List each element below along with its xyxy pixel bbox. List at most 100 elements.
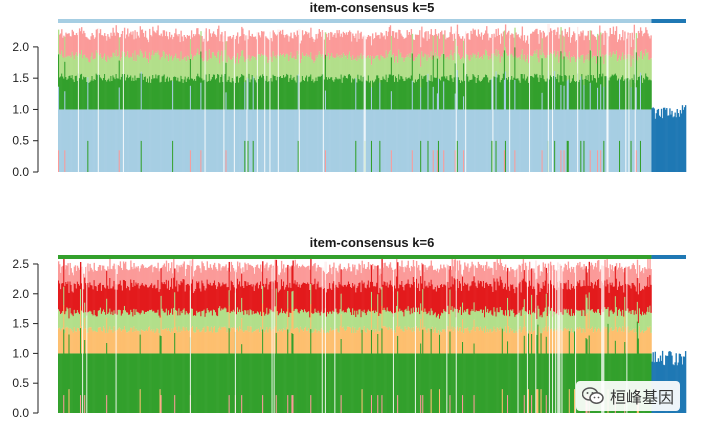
bar-segment [96,332,99,354]
bar-segment [313,331,315,354]
bar-segment [601,109,603,172]
bar-segment [139,389,141,413]
bar-segment [207,353,210,413]
item-bar [317,264,319,413]
bar-segment [159,268,161,290]
bar-segment [363,353,365,413]
item-bar [71,272,73,413]
bar-segment [355,140,357,172]
bar-segment [81,310,83,327]
bar-segment [590,50,593,76]
bar-segment [277,292,280,316]
item-bar [588,40,591,172]
bar-segment [126,288,128,313]
bar-segment [502,31,505,53]
bar-segment [163,312,166,329]
bar-segment [390,267,393,285]
bar-segment [570,37,573,57]
bar-segment [316,332,318,354]
bar-segment [383,281,385,308]
bar-segment [206,353,208,413]
bar-segment [491,53,493,79]
bar-segment [252,311,255,332]
bar-segment [211,332,214,354]
bar-segment [472,73,474,110]
bar-segment [248,264,250,285]
bar-segment [633,49,636,75]
bar-segment [168,289,171,315]
bar-segment [387,267,390,288]
bar-segment [325,332,328,354]
bar-segment [261,316,263,332]
item-bar [269,265,271,413]
bar-segment [246,353,248,413]
bar-segment [385,74,387,110]
bar-segment [182,41,184,60]
bar-segment [93,310,95,331]
bar-segment [460,80,463,110]
item-bar [119,37,122,172]
item-bar [233,271,236,413]
bar-segment [58,280,60,310]
bar-segment [404,326,406,354]
bar-segment [190,353,193,413]
bar-segment [284,77,286,110]
bar-segment [320,109,323,172]
bar-segment [402,267,404,287]
bar-segment [340,109,342,172]
bar-segment [405,308,407,329]
bar-segment [412,82,415,110]
bar-segment [71,51,73,76]
bar-segment [218,308,220,329]
bar-segment [347,353,350,413]
bar-segment [650,58,652,81]
bar-segment [227,267,229,287]
bar-segment [403,290,405,317]
bar-segment [420,47,422,67]
item-bar [189,39,192,172]
bar-segment [97,284,100,311]
bar-segment [198,54,200,77]
bar-segment [374,109,376,172]
bar-segment [121,313,124,330]
bar-segment [582,54,584,80]
bar-segment [191,37,194,60]
bar-segment [101,109,104,172]
bar-segment [312,38,314,61]
bar-segment [235,76,238,110]
bar-segment [106,342,108,396]
bar-segment [583,85,585,141]
bar-segment [402,312,404,331]
bar-segment [576,80,578,110]
bar-segment [84,339,86,396]
bar-segment [284,329,286,354]
bar-segment [342,52,345,78]
bar-segment [59,283,61,312]
bar-segment [216,109,218,172]
bar-segment [612,26,615,52]
bar-segment [278,109,281,172]
bar-segment [602,73,604,110]
item-bar [215,267,217,413]
bar-segment [286,53,288,74]
bar-segment [363,309,365,327]
bar-segment [220,286,222,311]
bar-segment [72,353,74,413]
bar-segment [136,77,138,110]
bar-segment [142,285,145,311]
bar-segment [240,353,242,413]
bar-segment [595,39,598,64]
bar-segment [133,262,135,280]
bar-segment [120,267,123,286]
bar-segment [493,109,495,172]
bar-segment [131,34,133,58]
bar-segment [328,32,330,53]
bar-segment [273,75,275,110]
chart-title: item-consensus k=6 [309,235,435,250]
bar-segment [610,109,612,172]
item-bar [384,262,386,413]
item-bar [95,29,98,172]
bar-segment [401,260,403,281]
bar-segment [385,311,387,328]
bar-segment [413,40,416,61]
